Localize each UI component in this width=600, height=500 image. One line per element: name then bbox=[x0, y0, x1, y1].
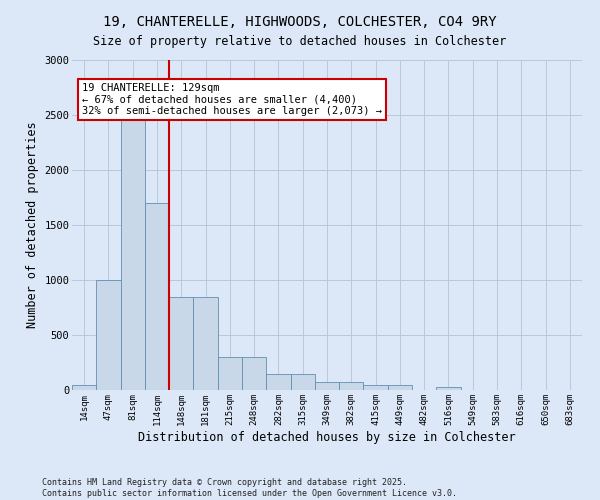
Bar bbox=[388, 384, 412, 390]
Text: Contains HM Land Registry data © Crown copyright and database right 2025.
Contai: Contains HM Land Registry data © Crown c… bbox=[42, 478, 457, 498]
X-axis label: Distribution of detached houses by size in Colchester: Distribution of detached houses by size … bbox=[138, 430, 516, 444]
Y-axis label: Number of detached properties: Number of detached properties bbox=[26, 122, 38, 328]
Bar bbox=[121, 115, 145, 390]
Text: 19 CHANTERELLE: 129sqm
← 67% of detached houses are smaller (4,400)
32% of semi-: 19 CHANTERELLE: 129sqm ← 67% of detached… bbox=[82, 83, 382, 116]
Bar bbox=[96, 280, 121, 390]
Bar bbox=[242, 357, 266, 390]
Bar bbox=[169, 296, 193, 390]
Bar bbox=[266, 374, 290, 390]
Bar bbox=[315, 382, 339, 390]
Bar bbox=[364, 384, 388, 390]
Bar bbox=[72, 384, 96, 390]
Text: Size of property relative to detached houses in Colchester: Size of property relative to detached ho… bbox=[94, 35, 506, 48]
Bar bbox=[339, 382, 364, 390]
Bar bbox=[145, 203, 169, 390]
Bar bbox=[218, 357, 242, 390]
Bar bbox=[436, 386, 461, 390]
Bar bbox=[290, 374, 315, 390]
Bar bbox=[193, 296, 218, 390]
Text: 19, CHANTERELLE, HIGHWOODS, COLCHESTER, CO4 9RY: 19, CHANTERELLE, HIGHWOODS, COLCHESTER, … bbox=[103, 15, 497, 29]
